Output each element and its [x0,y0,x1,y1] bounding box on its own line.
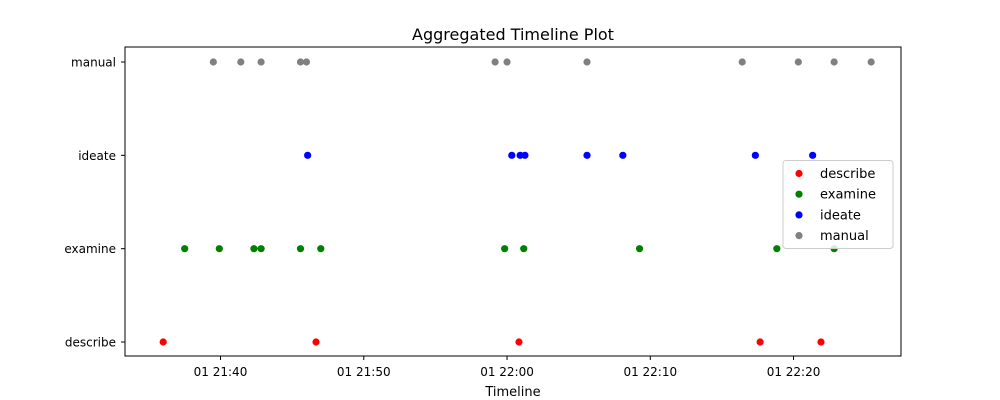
data-point-ideate [619,151,627,159]
data-point-examine [215,245,223,253]
y-tick-label: ideate [78,149,116,163]
data-point-examine [773,245,781,253]
data-point-ideate [304,151,312,159]
x-tick-label: 01 21:40 [194,365,248,379]
legend-label-ideate: ideate [820,208,861,223]
plot-area [159,58,875,346]
data-point-examine [635,245,644,253]
data-point-manual [296,58,305,66]
data-point-manual [491,58,499,66]
data-point-describe [756,338,764,346]
data-point-manual [257,58,265,66]
legend-marker-ideate [795,211,803,219]
legend-marker-examine [795,190,803,198]
x-tick-label: 01 22:20 [767,365,821,379]
y-tick-label: manual [71,56,116,70]
data-point-manual [794,58,802,66]
y-tick-label: describe [65,336,116,350]
data-point-describe [159,338,167,346]
legend-label-describe: describe [820,167,875,182]
data-point-examine [296,245,305,253]
data-point-ideate [508,151,516,159]
legend-box [782,160,894,249]
x-axis: 01 21:40 01 21:50 01 22:00 01 22:10 01 22:20 [194,356,821,379]
x-tick-label: 01 22:10 [623,365,677,379]
data-point-ideate [751,151,759,159]
data-point-examine [501,245,509,253]
legend: describe examine ideate manual [782,160,894,249]
x-axis-label: Timeline [484,385,540,400]
y-axis: describe examine ideate manual [64,56,125,350]
data-point-examine [250,245,258,253]
data-point-manual [237,58,245,66]
data-point-manual [302,58,311,66]
data-point-examine [520,245,528,253]
data-point-manual [867,58,875,66]
data-point-describe [515,338,523,346]
data-point-describe [312,338,320,346]
data-point-describe [817,338,825,346]
legend-marker-describe [795,169,803,178]
data-point-ideate [583,151,591,159]
data-point-examine [317,245,325,253]
data-point-manual [209,58,217,66]
legend-marker-manual [795,232,803,240]
x-tick-label: 01 21:50 [337,365,391,379]
data-point-manual [738,58,746,66]
data-point-examine [181,245,189,253]
data-point-manual [503,58,511,66]
data-point-manual [583,58,591,66]
y-tick-label: examine [64,242,116,256]
data-point-ideate [521,151,529,159]
legend-label-examine: examine [820,188,876,203]
chart-title: Aggregated Timeline Plot [412,25,614,44]
data-point-ideate [809,151,817,159]
plot-frame [124,46,902,357]
legend-label-manual: manual [820,229,869,244]
x-tick-label: 01 22:00 [480,365,534,379]
data-point-examine [257,245,265,253]
data-point-manual [830,58,838,66]
